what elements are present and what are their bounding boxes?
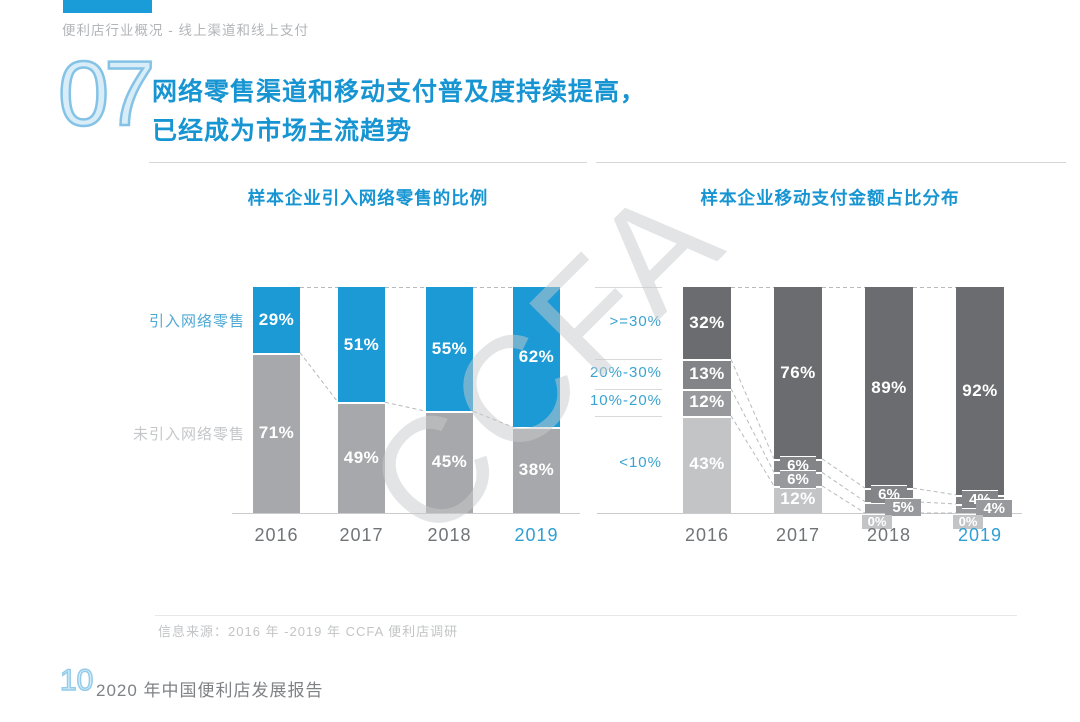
bar-value-label: 92% bbox=[962, 380, 998, 400]
bar-value-label: 12% bbox=[780, 489, 816, 509]
row-label: >=30% bbox=[609, 313, 662, 331]
brand-accent-bar bbox=[63, 0, 152, 13]
section-number: 07 bbox=[57, 43, 157, 145]
bar-value-label: 12% bbox=[689, 392, 725, 412]
bar-segment bbox=[683, 359, 731, 389]
bar-value-label: 55% bbox=[431, 339, 468, 359]
axis-label-year: 2017 bbox=[339, 525, 384, 545]
bar-value-label: 76% bbox=[780, 362, 816, 382]
row-label: 引入网络零售 bbox=[148, 312, 245, 330]
row-label: 20%-30% bbox=[589, 364, 662, 381]
connector-dashed-line bbox=[472, 410, 514, 428]
bar-value-label: 49% bbox=[343, 447, 380, 467]
bar-segment bbox=[426, 287, 473, 412]
bar-value-label: 89% bbox=[871, 377, 907, 397]
bar-segment bbox=[338, 402, 385, 513]
connector-dashed-line bbox=[821, 485, 866, 514]
row-label: <10% bbox=[619, 454, 662, 472]
bar-segment bbox=[774, 287, 822, 459]
axis-label-year: 2019 bbox=[514, 525, 559, 545]
row-separator-line bbox=[595, 388, 662, 390]
connector-dashed-line bbox=[299, 352, 339, 403]
chart-title-mobile-payment: 样本企业移动支付金额占比分布 bbox=[700, 188, 960, 208]
chart-online-retail: 29% 71% 2016 51% 49% 2017 55% 45% 2018 62% 38% 2019… bbox=[133, 287, 582, 552]
row-separator-line bbox=[595, 359, 662, 361]
bar-value-label: 71% bbox=[258, 422, 295, 442]
bar-value-badge: 5% bbox=[885, 497, 922, 517]
axis-label-year: 2019 bbox=[957, 525, 1003, 545]
divider-right bbox=[596, 162, 1066, 163]
bar-value-label: 29% bbox=[258, 309, 295, 329]
bar-segment bbox=[513, 427, 560, 513]
connector-lines bbox=[299, 287, 514, 428]
bar-value-label: 38% bbox=[518, 460, 555, 480]
page-title-line2: 已经成为市场主流趋势 bbox=[152, 117, 413, 145]
bar-value-badge: 6% bbox=[780, 469, 816, 489]
divider-left bbox=[149, 162, 587, 163]
axis-label-year: 2017 bbox=[775, 525, 821, 545]
row-separator-line bbox=[595, 287, 662, 288]
bar-value-label: 62% bbox=[518, 347, 555, 367]
bar-value-badge-zero: 0% bbox=[953, 515, 983, 529]
chart-title-online-retail: 样本企业引入网络零售的比例 bbox=[247, 188, 489, 208]
bar-segment bbox=[253, 352, 300, 513]
page-number: 10 bbox=[59, 664, 94, 697]
bar-value-label: 45% bbox=[431, 452, 468, 472]
breadcrumb: 便利店行业概况 - 线上渠道和线上支付 bbox=[62, 23, 309, 38]
connector-dashed-line bbox=[821, 458, 866, 489]
bar-segment bbox=[865, 287, 913, 489]
connector-dashed-line bbox=[821, 471, 866, 503]
bar-value-badge-zero: 0% bbox=[862, 515, 892, 529]
bar-segment bbox=[683, 388, 731, 416]
bar-segment bbox=[683, 415, 731, 513]
axis-label-year: 2016 bbox=[684, 525, 730, 545]
bar-segment bbox=[253, 287, 300, 353]
page-title-line1: 网络零售渠道和移动支付普及度持续提高， bbox=[152, 78, 647, 106]
bar-value-label: 43% bbox=[689, 454, 725, 474]
chart-mobile-payment: 32% 13% 12% 43% 2016 76% 6% 6% 12% 2017 89% 6% 5% 0% 2… bbox=[590, 287, 1065, 552]
axis-baseline bbox=[232, 513, 580, 514]
row-label: 未引入网络零售 bbox=[132, 425, 245, 443]
axis-baseline bbox=[597, 513, 1022, 514]
bar-segment bbox=[683, 287, 731, 360]
connector-dashed-line bbox=[912, 487, 957, 496]
axis-label-year: 2018 bbox=[427, 525, 472, 545]
connector-dashed-line bbox=[730, 415, 775, 487]
axis-label-year: 2018 bbox=[866, 525, 912, 545]
footer-divider bbox=[155, 615, 1017, 616]
connector-dashed-line bbox=[384, 401, 427, 412]
connector-dashed-line bbox=[730, 388, 775, 473]
bar-value-label: 32% bbox=[689, 313, 725, 333]
axis-label-year: 2016 bbox=[254, 525, 299, 545]
bar-segment bbox=[956, 287, 1004, 495]
row-separator-line bbox=[595, 415, 662, 417]
bar-segment bbox=[426, 411, 473, 513]
bar-segment bbox=[513, 287, 560, 428]
bar-value-badge: 4% bbox=[976, 498, 1013, 518]
bar-value-label: 51% bbox=[343, 334, 380, 354]
bar-value-label: 13% bbox=[689, 364, 725, 383]
row-label: 10%-20% bbox=[589, 392, 662, 410]
report-footer-title: 2020 年中国便利店发展报告 bbox=[96, 681, 324, 700]
bar-segment bbox=[338, 287, 385, 403]
source-note: 信息来源：2016 年 -2019 年 CCFA 便利店调研 bbox=[158, 624, 459, 639]
bar-segment bbox=[774, 485, 822, 513]
connector-lines bbox=[730, 287, 957, 514]
